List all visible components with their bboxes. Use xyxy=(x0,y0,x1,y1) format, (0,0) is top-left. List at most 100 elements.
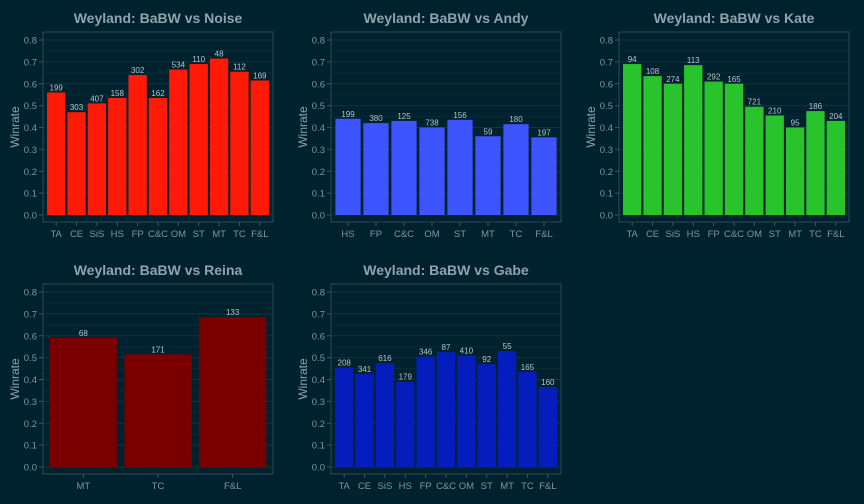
bar xyxy=(765,115,784,215)
data-label: 199 xyxy=(50,84,64,93)
x-tick-label: F&L xyxy=(224,481,241,492)
bar xyxy=(375,363,395,467)
y-axis-label: Winrate xyxy=(296,358,310,400)
y-tick-label: 0.3 xyxy=(24,397,37,408)
x-tick-label: SiS xyxy=(378,481,393,492)
y-tick-label: 0.5 xyxy=(24,353,37,364)
bar xyxy=(745,106,764,215)
chart-panel: 0.0 0.1 0.2 0.3 0.4 0.5 0.6 0.7 0.8 Winrate Weylan… xyxy=(8,262,274,492)
bar xyxy=(355,374,374,467)
x-tick-label: F&L xyxy=(539,481,556,492)
data-label: 55 xyxy=(503,342,512,351)
y-tick-label: 0.8 xyxy=(24,36,37,47)
data-label: 113 xyxy=(687,56,700,65)
bar xyxy=(335,118,361,215)
data-label: 158 xyxy=(111,89,125,98)
data-label: 179 xyxy=(399,373,413,382)
y-tick-label: 0.7 xyxy=(312,309,325,320)
bar xyxy=(391,120,417,215)
data-label: 112 xyxy=(233,63,246,72)
bar xyxy=(497,351,517,467)
y-tick-label: 0.2 xyxy=(600,167,613,178)
y-tick-label: 0.4 xyxy=(312,123,325,134)
bar xyxy=(230,71,249,215)
bar xyxy=(67,112,86,215)
y-tick-label: 0.1 xyxy=(600,189,613,200)
data-label: 208 xyxy=(338,358,352,367)
bar xyxy=(47,92,66,215)
x-tick-label: MT xyxy=(500,481,514,492)
y-tick-label: 0.0 xyxy=(24,463,37,474)
data-label: 302 xyxy=(131,66,145,75)
y-axis-label: Winrate xyxy=(8,106,22,148)
data-label: 341 xyxy=(358,365,372,374)
bar xyxy=(128,75,147,215)
y-tick-label: 0.4 xyxy=(312,375,325,386)
y-tick-label: 0.7 xyxy=(24,57,37,68)
x-tick-label: C&C xyxy=(436,481,456,492)
x-tick-label: HS xyxy=(687,229,700,240)
data-label: 162 xyxy=(151,89,165,98)
bar xyxy=(447,119,473,215)
x-tick-label: OM xyxy=(747,229,762,240)
bar xyxy=(416,356,435,467)
data-label: 186 xyxy=(809,102,823,111)
bar xyxy=(623,64,642,215)
y-tick-label: 0.8 xyxy=(312,288,325,299)
chart-panel: 0.0 0.1 0.2 0.3 0.4 0.5 0.6 0.7 0.8 Winrate Weylan… xyxy=(296,262,562,492)
data-label: 274 xyxy=(666,75,680,84)
x-tick-label: FP xyxy=(420,481,432,492)
y-tick-label: 0.4 xyxy=(600,123,613,134)
x-tick-label: C&C xyxy=(394,229,414,240)
y-tick-label: 0.3 xyxy=(312,397,325,408)
y-tick-label: 0.8 xyxy=(312,36,325,47)
bar xyxy=(250,80,269,215)
y-tick-label: 0.1 xyxy=(24,441,37,452)
data-label: 199 xyxy=(341,110,355,119)
x-tick-label: OM xyxy=(459,481,474,492)
data-label: 94 xyxy=(628,55,637,64)
bar xyxy=(643,76,662,215)
y-tick-label: 0.7 xyxy=(24,309,37,320)
x-tick-label: ST xyxy=(481,481,493,492)
x-tick-label: TC xyxy=(233,229,246,240)
data-label: 616 xyxy=(378,354,392,363)
bar xyxy=(108,97,127,215)
y-tick-label: 0.0 xyxy=(600,211,613,222)
bar xyxy=(199,317,267,467)
x-tick-label: F&L xyxy=(827,229,844,240)
bar xyxy=(189,64,208,215)
data-label: 125 xyxy=(397,112,411,121)
y-tick-label: 0.2 xyxy=(24,419,37,430)
chart-title: Weyland: BaBW vs Kate xyxy=(654,10,815,26)
bar xyxy=(87,103,107,215)
x-tick-label: CE xyxy=(358,481,371,492)
data-label: 346 xyxy=(419,348,433,357)
y-axis-label: Winrate xyxy=(584,106,598,148)
bar xyxy=(457,355,476,467)
x-tick-label: SiS xyxy=(90,229,105,240)
bar xyxy=(436,352,456,467)
y-tick-label: 0.5 xyxy=(312,101,325,112)
chart-title: Weyland: BaBW vs Gabe xyxy=(363,262,529,278)
data-label: 197 xyxy=(537,128,551,137)
x-tick-label: MT xyxy=(212,229,226,240)
y-tick-label: 0.2 xyxy=(24,167,37,178)
bar xyxy=(704,81,723,215)
x-tick-label: C&C xyxy=(148,229,168,240)
chart-panel: 0.0 0.1 0.2 0.3 0.4 0.5 0.6 0.7 0.8 Winrate Weylan… xyxy=(8,10,274,240)
y-tick-label: 0.6 xyxy=(312,79,325,90)
data-label: 95 xyxy=(791,119,800,128)
data-label: 87 xyxy=(442,343,451,352)
y-tick-label: 0.0 xyxy=(312,463,325,474)
y-tick-label: 0.8 xyxy=(24,288,37,299)
y-tick-label: 0.0 xyxy=(24,211,37,222)
data-label: 180 xyxy=(509,115,523,124)
bar xyxy=(518,371,537,467)
x-tick-label: TA xyxy=(50,229,62,240)
x-tick-label: OM xyxy=(171,229,186,240)
bar xyxy=(477,364,496,467)
data-label: 171 xyxy=(151,345,165,354)
y-tick-label: 0.1 xyxy=(24,189,37,200)
